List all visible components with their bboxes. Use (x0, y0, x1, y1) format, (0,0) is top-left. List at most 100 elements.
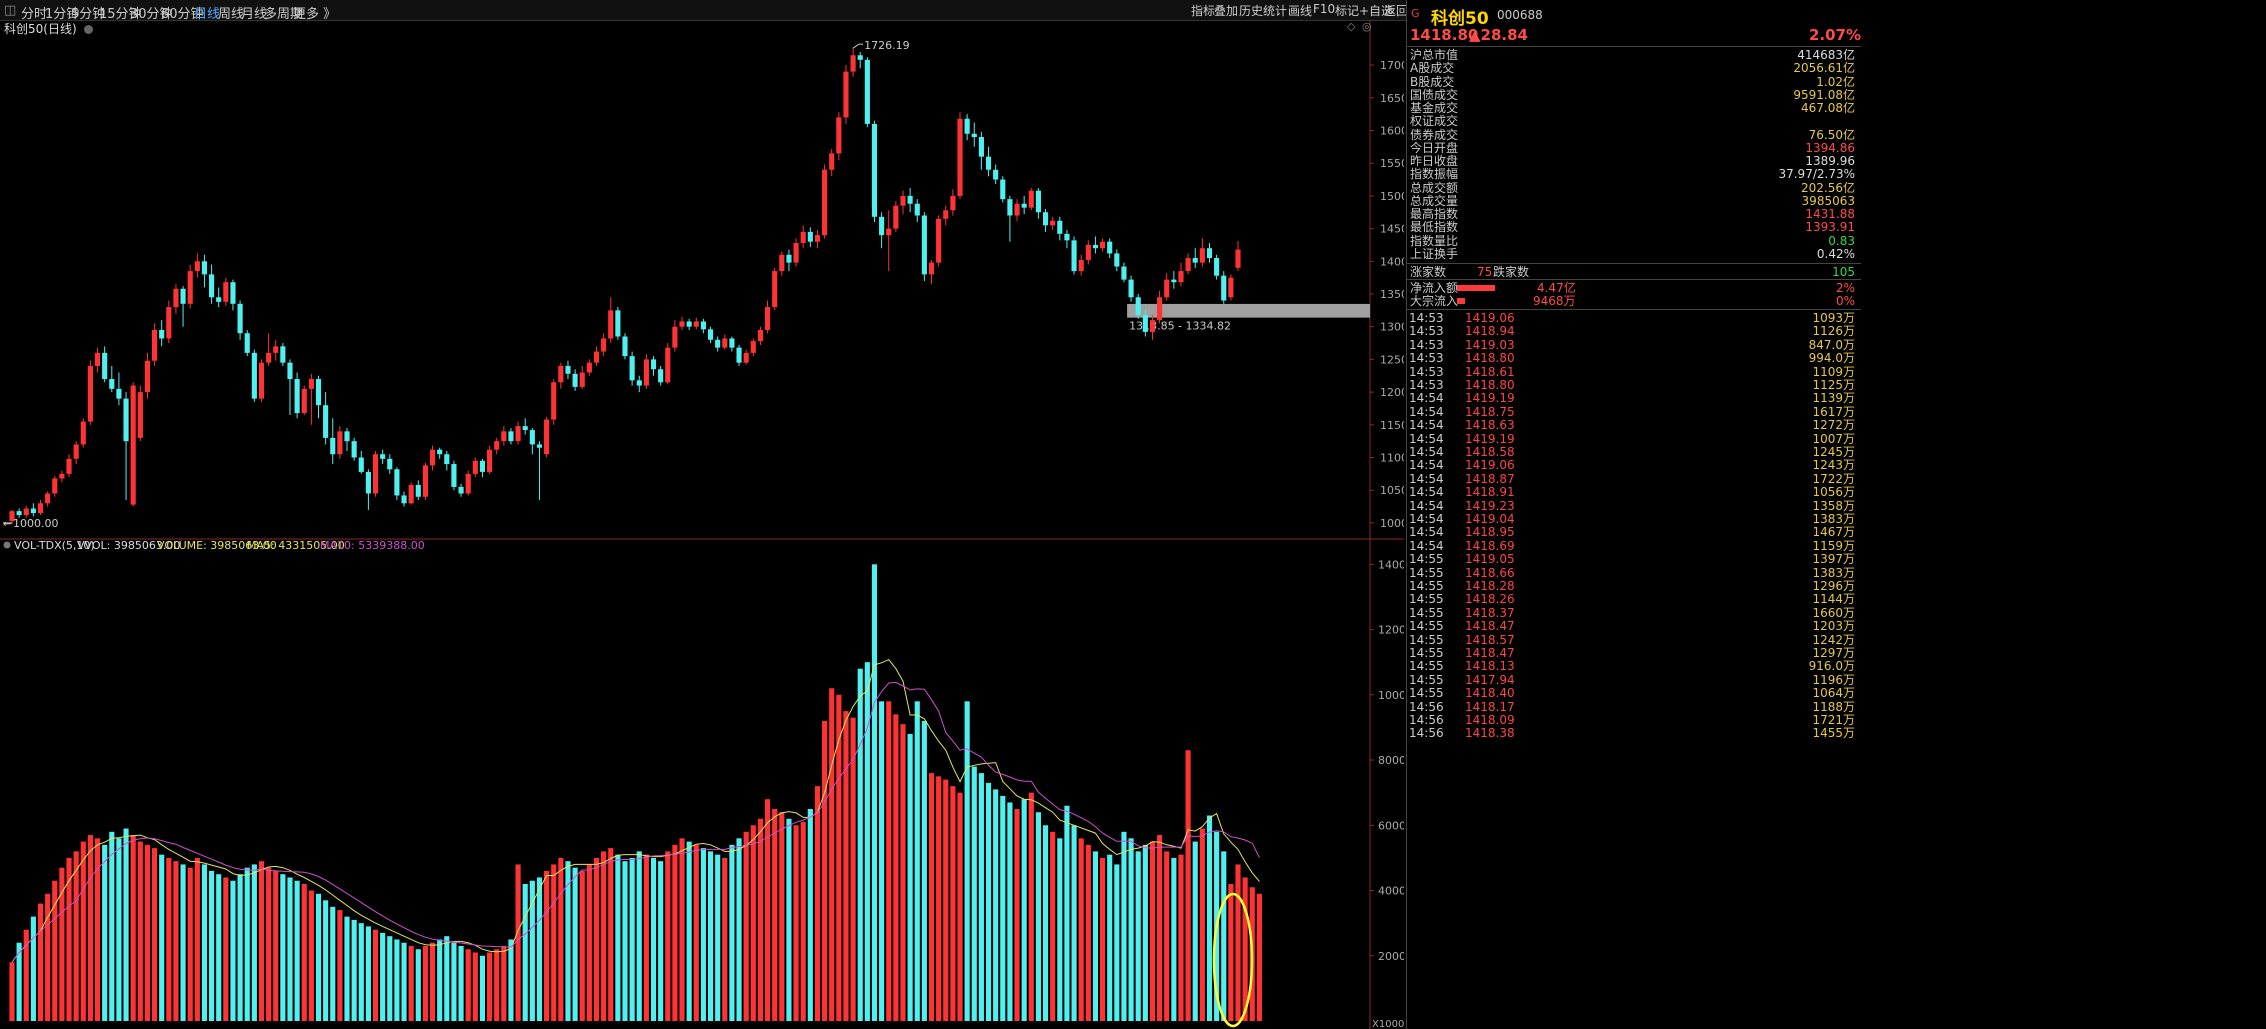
vol-header-item: VOLUME: 3985063.00 (157, 539, 277, 552)
chart-area[interactable]: 1700 1650 1600 1550 1500 1450 1400 1350 1300 1250… (0, 0, 1404, 1029)
tick-volume: 916.0万 (1808, 659, 1855, 674)
candle (800, 225, 806, 249)
volume-bar (52, 880, 58, 1021)
volume-bar (37, 903, 44, 1021)
volume-bar (273, 870, 279, 1021)
advance-decline-row: 涨家数 75 跌家数 105 (1410, 265, 1855, 279)
tab-period-0[interactable]: 分时 (21, 7, 48, 22)
volume-bar (1007, 802, 1013, 1021)
volume-bar (1078, 838, 1084, 1021)
tick-time: 14:55 (1409, 646, 1444, 660)
volume-bar (66, 857, 72, 1021)
mark-button[interactable]: 标记 (1335, 4, 1360, 18)
candle (822, 164, 828, 239)
draw-button[interactable]: 画线 (1288, 4, 1313, 18)
tab-period-5[interactable]: 60分钟 (161, 7, 204, 22)
volume-bar (629, 857, 635, 1021)
volume-bar (515, 864, 521, 1021)
candle-body (294, 379, 300, 414)
tab-period-7[interactable]: 周线 (218, 7, 245, 22)
candle (337, 426, 343, 459)
price-tick-label: 1000 (1380, 517, 1404, 530)
volume-bar (508, 939, 514, 1021)
history-button[interactable]: 历史 (1239, 4, 1264, 18)
candle-body (1192, 258, 1198, 263)
overlay-button[interactable]: 叠加 (1214, 4, 1239, 18)
candle (280, 343, 286, 366)
candle (665, 343, 671, 385)
candle-body (16, 511, 22, 516)
tab-period-8[interactable]: 月线 (241, 7, 268, 22)
f10-button[interactable]: F10 (1313, 2, 1336, 16)
candle-body (707, 329, 714, 340)
tick-row: 14:54 1418.69 1159万 (1407, 539, 1861, 553)
candle (479, 458, 486, 478)
stat-value: 1393.91 (1805, 220, 1855, 235)
stat-label: 昨日收盘 (1410, 154, 1459, 168)
candle (422, 462, 428, 501)
price-tick-label: 1600 (1380, 124, 1404, 137)
indicator-button[interactable]: 指标 (1191, 4, 1216, 18)
vol-settings-icon[interactable] (3, 541, 11, 549)
volume-bar (1199, 828, 1205, 1021)
volume-bar (1192, 841, 1198, 1021)
stats-button[interactable]: 统计 (1263, 4, 1288, 18)
candle (109, 365, 115, 393)
tick-time: 14:55 (1409, 552, 1444, 567)
candle-body (636, 380, 642, 386)
stat-row: A股成交 2056.61亿 (1407, 62, 1861, 75)
volume-ma10-line (11, 681, 1260, 963)
volume-bar (429, 942, 436, 1021)
tick-price: 1418.47 (1465, 646, 1515, 660)
stat-label: 指数量比 (1410, 233, 1459, 248)
stat-label: 上证换手 (1410, 246, 1459, 261)
candle-body (943, 210, 949, 219)
volume-bar (323, 900, 329, 1021)
candle-body (757, 329, 763, 342)
candle-body (829, 153, 835, 170)
tick-row: 14:54 1419.06 1243万 (1407, 459, 1861, 472)
candle (715, 336, 721, 352)
tab-period-daily[interactable]: 日线 (194, 7, 221, 22)
chart-corner-icons[interactable]: ◇ ◎ (1347, 20, 1372, 33)
candle-body (508, 431, 514, 442)
tick-volume: 1245万 (1812, 445, 1855, 459)
close-indicator-icon[interactable] (84, 25, 94, 34)
back-button[interactable]: 返回 (1384, 4, 1409, 18)
tab-period-9[interactable]: 多周期 (264, 7, 304, 22)
volume-bar (693, 844, 699, 1021)
volume-bar (294, 880, 300, 1021)
volume-bar (194, 857, 200, 1021)
tick-row: 14:53 1418.80 1125万 (1407, 379, 1861, 392)
volume-bar (636, 851, 642, 1021)
volume-bar (280, 874, 286, 1021)
candle-body (551, 382, 557, 420)
tick-price: 1418.80 (1465, 378, 1515, 392)
candle (1092, 236, 1099, 254)
tab-period-3[interactable]: 15分钟 (99, 7, 142, 22)
volume-bar (921, 720, 927, 1021)
candle (315, 375, 322, 419)
candle-body (914, 203, 920, 216)
candle-body (73, 444, 79, 459)
tab-period-2[interactable]: 5分钟 (71, 7, 106, 22)
tab-period-4[interactable]: 30分钟 (130, 7, 173, 22)
volume-bar (886, 701, 892, 1021)
high-marker-line (852, 43, 864, 49)
tab-period-more[interactable]: 更多 》 (293, 7, 337, 22)
candle (729, 336, 735, 352)
candle-body (579, 372, 585, 387)
vol-header-item: MA5: 4331505.00 (247, 539, 345, 552)
stat-value: 76.50亿 (1808, 127, 1855, 142)
candle-body (258, 362, 265, 399)
tab-period-1[interactable]: 1分钟 (45, 7, 80, 22)
candle (294, 372, 300, 419)
candle (622, 333, 628, 360)
window-menu-icon[interactable]: ◫ (4, 3, 17, 18)
add-watchlist-button[interactable]: +自选 (1359, 4, 1394, 18)
vol-tick-label: 6000 (1378, 819, 1404, 832)
volume-bar (893, 714, 899, 1021)
candle (301, 385, 307, 415)
candle-body (487, 449, 493, 472)
candle (850, 48, 856, 77)
